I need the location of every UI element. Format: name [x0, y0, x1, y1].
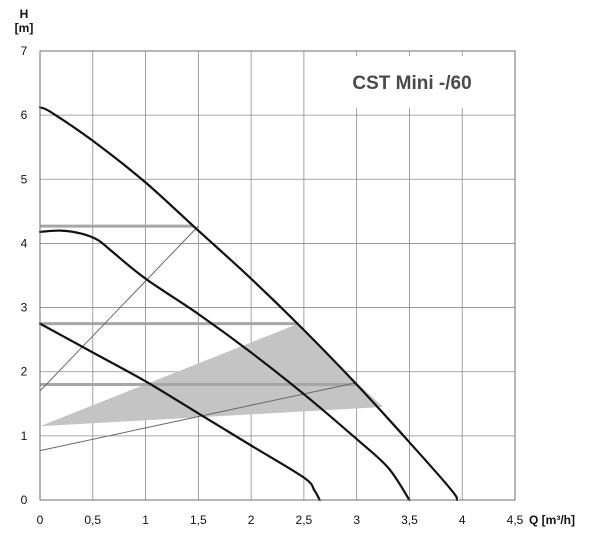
- x-axis-label: Q [m³/h]: [529, 513, 575, 527]
- grid: [39, 50, 516, 501]
- x-tick-label-0: 0: [37, 513, 44, 527]
- y-tick-label-4: 4: [21, 236, 28, 250]
- y-tick-label-6: 6: [21, 108, 28, 122]
- x-tick-label-3: 1,5: [190, 513, 207, 527]
- operating-area: [40, 323, 384, 427]
- y-axis-label-unit: [m]: [15, 21, 34, 35]
- chart-title: CST Mini -/60: [352, 73, 471, 94]
- x-tick-label-6: 3: [353, 513, 360, 527]
- y-tick-label-5: 5: [21, 172, 28, 186]
- title-box: [312, 56, 512, 108]
- plot-frame: [39, 50, 516, 501]
- x-tick-label-8: 4: [459, 513, 466, 527]
- pump-curve-1: [38, 229, 411, 502]
- x-tick-label-4: 2: [248, 513, 255, 527]
- control-line-0: [39, 225, 199, 392]
- x-tick-label-7: 3,5: [401, 513, 418, 527]
- y-axis-label-h: H: [20, 7, 29, 21]
- y-tick-label-3: 3: [21, 301, 28, 315]
- x-tick-label-5: 2,5: [296, 513, 313, 527]
- y-tick-label-1: 1: [21, 429, 28, 443]
- pump-curves: [38, 106, 459, 502]
- x-tick-label-9: 4,5: [507, 513, 524, 527]
- pump-curve-0: [38, 106, 459, 502]
- x-tick-label-1: 0,5: [84, 513, 101, 527]
- y-tick-label-7: 7: [21, 44, 28, 58]
- tick-labels: 0 0,5 1 1,5 2 2,5 3 3,5 4 4,5 0 1 2 3 4 5 6 7: [21, 44, 524, 527]
- shaded-operating-area: [40, 323, 384, 427]
- y-tick-label-2: 2: [21, 365, 28, 379]
- pump-curve-2: [38, 322, 321, 502]
- x-tick-label-2: 1: [142, 513, 149, 527]
- y-tick-label-0: 0: [21, 493, 28, 507]
